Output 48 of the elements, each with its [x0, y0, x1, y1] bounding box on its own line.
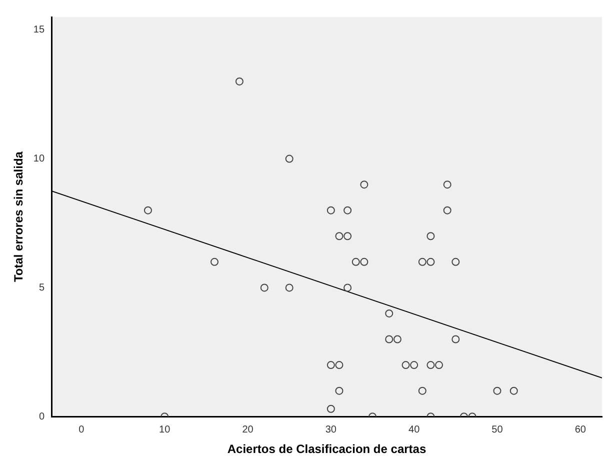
point — [410, 361, 418, 370]
point — [360, 180, 368, 189]
point — [235, 77, 244, 86]
point — [335, 232, 344, 240]
point — [435, 361, 444, 370]
point — [144, 206, 152, 214]
point — [385, 335, 394, 344]
point — [393, 335, 402, 344]
point — [493, 386, 502, 395]
point — [285, 284, 294, 292]
point — [326, 361, 335, 370]
point — [326, 206, 335, 214]
y-tick-label: 5 — [38, 282, 45, 294]
point — [344, 232, 352, 240]
point — [344, 284, 352, 292]
x-tick-label: 10 — [159, 424, 171, 436]
point — [418, 386, 426, 395]
x-tick-label: 40 — [408, 424, 420, 436]
point — [285, 154, 294, 163]
point — [452, 335, 460, 344]
y-axis-title: Total errores sin salida — [12, 151, 26, 282]
point — [260, 284, 268, 292]
point — [335, 361, 344, 370]
point — [443, 206, 452, 214]
point — [510, 386, 518, 395]
point — [443, 180, 452, 189]
point — [335, 386, 344, 395]
point — [402, 361, 410, 370]
y-tick-label: 0 — [38, 411, 45, 422]
y-tick-label: 15 — [33, 24, 45, 36]
x-tick-label: 0 — [78, 424, 85, 436]
x-axis-title: Aciertos de Clasificacion de cartas — [227, 442, 426, 456]
point — [418, 258, 426, 266]
y-tick-label: 10 — [33, 154, 45, 165]
x-tick-label: 20 — [242, 424, 254, 436]
point — [344, 206, 352, 214]
point — [352, 258, 360, 266]
point — [360, 258, 368, 266]
point — [326, 404, 335, 413]
point — [426, 258, 435, 266]
x-tick-label: 30 — [325, 424, 337, 436]
x-tick-label: 60 — [574, 424, 586, 436]
point — [426, 361, 435, 370]
point — [385, 309, 394, 318]
point — [210, 258, 219, 266]
x-tick-label: 50 — [492, 424, 504, 436]
point — [452, 258, 460, 266]
point — [426, 232, 435, 240]
